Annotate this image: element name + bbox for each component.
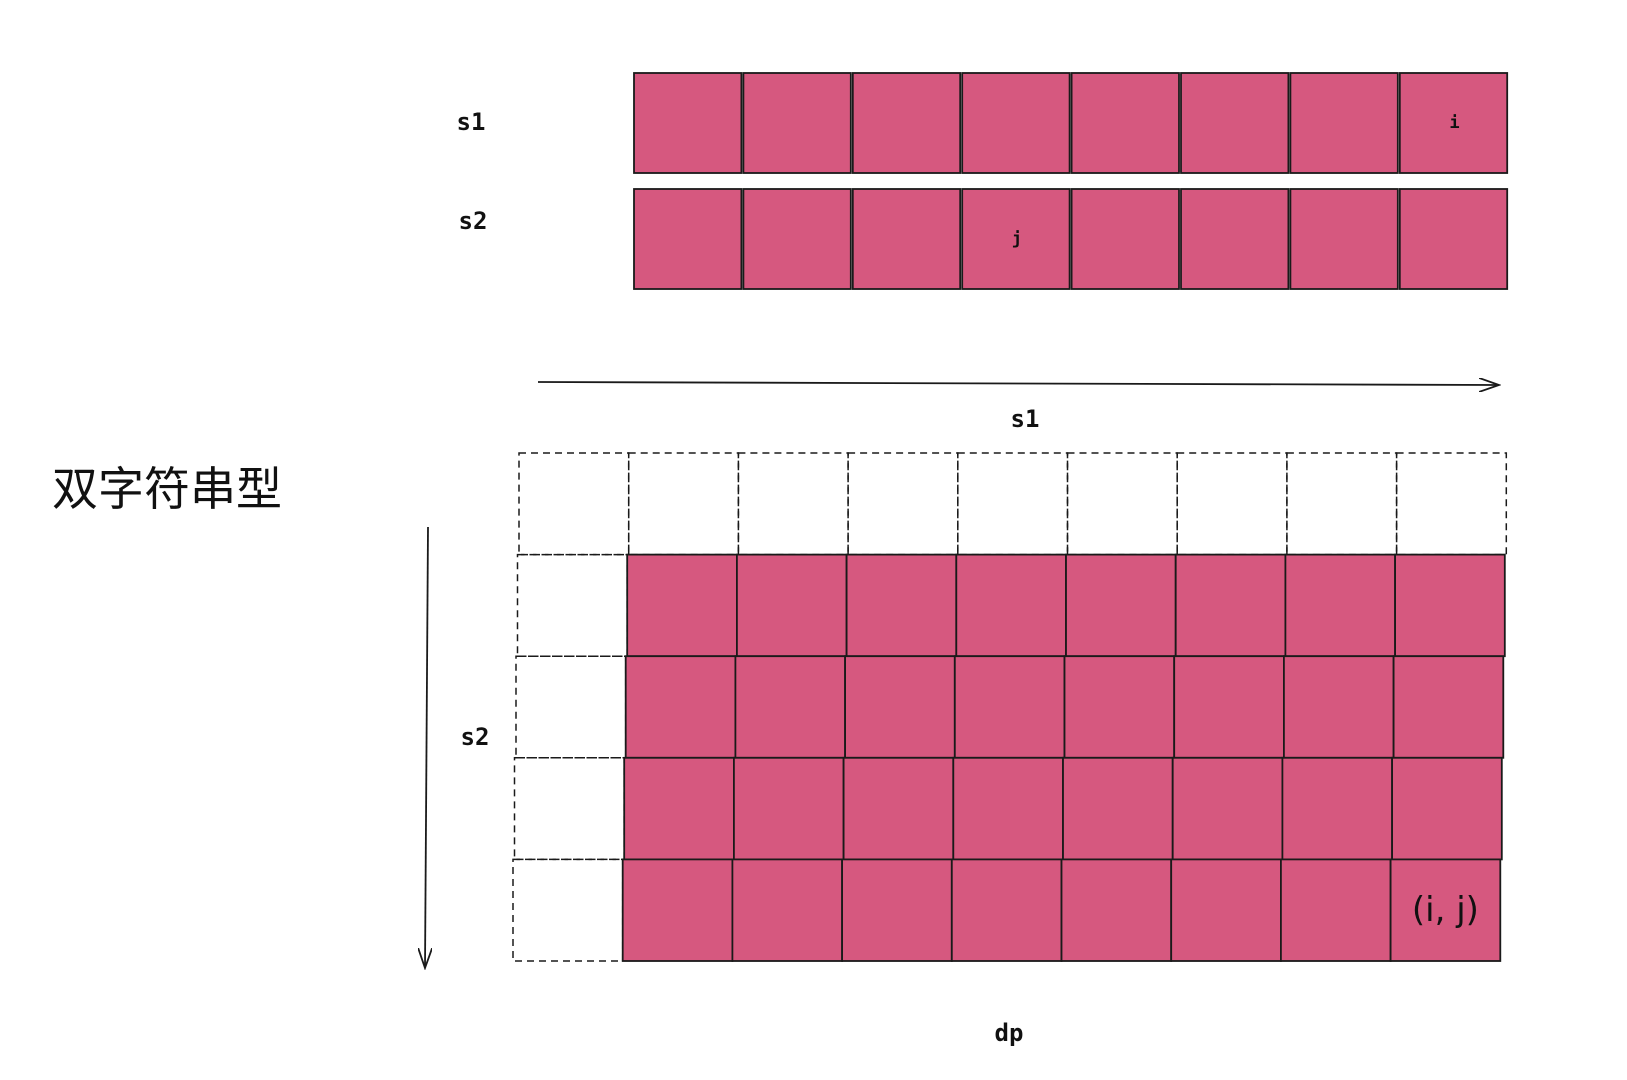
array-cell [633,188,743,290]
dp-cell [842,756,955,861]
dp-cell [734,655,847,759]
dp-base-cell [1395,452,1508,556]
s2-axis-arrow [425,526,428,968]
dp-cell [1062,756,1174,861]
dp-cell [952,756,1064,861]
dp-cell [1284,553,1397,658]
s2-index-j: j [1011,229,1023,249]
dp-y-axis-label: s2 [460,723,490,751]
array-cell [1289,72,1399,174]
dp-cell [1063,655,1176,759]
dp-cell [1392,655,1505,759]
dp-cell [624,655,737,759]
array-cell [1070,72,1180,174]
dp-cell [731,858,844,962]
dp-cell [1283,655,1395,759]
dp-cell [1170,858,1282,962]
dp-cell [1060,858,1173,962]
array-cell [1070,188,1180,290]
dp-cell [841,858,953,962]
dp-grid [512,452,1508,962]
dp-cell [1391,756,1503,861]
dp-base-cell [737,452,849,556]
dp-label: dp [994,1019,1024,1047]
dp-cell [1389,858,1502,962]
dp-base-cell [847,452,959,556]
dp-cell [1281,756,1394,861]
dp-cell [736,553,848,658]
array-cell [1180,188,1290,290]
dp-cell [621,858,734,962]
dp-base-cell [512,858,624,962]
dp-cell [733,756,845,861]
dp-base-cell [515,655,627,759]
array-cell [742,188,852,290]
dp-base-cell [516,553,628,657]
array-cell [742,72,852,174]
dp-base-cell [513,757,625,861]
s2-array [633,188,1509,290]
diagram-title: 双字符串型 [52,462,282,516]
dp-base-cell [627,452,740,556]
array-cell [1398,72,1509,174]
dp-base-cell [1066,452,1178,556]
dp-cell [1280,858,1392,962]
array-cell [961,72,1071,174]
dp-cell [845,553,958,658]
dp-cell [955,553,1067,658]
dp-cell [1171,756,1284,861]
dp-cell [1173,655,1285,759]
dp-base-cell [1286,452,1398,556]
s2-label: s2 [458,207,488,235]
dp-cell [844,655,956,759]
dp-base-cell [1176,452,1288,556]
dp-cell [1174,553,1287,658]
s1-index-i: i [1449,113,1460,133]
array-cell [851,188,962,290]
s1-label: s1 [456,108,486,136]
dp-base-cell [957,452,1069,556]
dp-cell [953,655,1066,759]
array-cell [851,72,962,174]
dp-cell [1065,553,1177,658]
s1-axis-arrow [537,382,1499,385]
dp-cell [1394,553,1506,658]
s1-array [633,72,1509,174]
array-cell [1180,72,1290,174]
dp-x-axis-label: s1 [1010,405,1040,433]
dp-cell [950,858,1063,962]
dp-base-cell [518,452,630,556]
array-cell [1398,188,1509,290]
dp-cell [626,553,738,658]
dp-target-cell-label: (i, j) [1411,890,1479,931]
array-cell [961,188,1071,290]
array-cell [633,72,743,174]
dp-cell [623,756,735,861]
array-cell [1289,188,1399,290]
